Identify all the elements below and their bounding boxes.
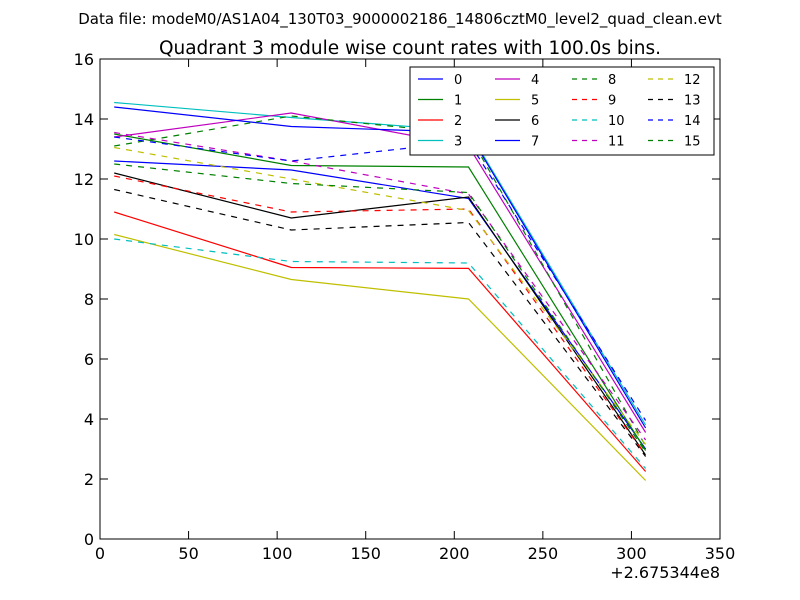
series-line-12 — [114, 146, 647, 445]
series-line-13 — [114, 188, 647, 457]
x-tick-label: 350 — [705, 544, 736, 563]
suptitle: Data file: modeM0/AS1A04_130T03_90000021… — [78, 10, 722, 29]
y-tick-label: 12 — [74, 170, 94, 189]
x-offset-label: +2.675344e8 — [610, 563, 720, 582]
legend-label-10: 10 — [608, 114, 625, 129]
series-line-15 — [114, 163, 647, 453]
legend-label-15: 15 — [684, 135, 701, 150]
chart-title: Quadrant 3 module wise count rates with … — [159, 38, 661, 59]
series-layer — [114, 101, 647, 481]
y-tick-label: 16 — [74, 50, 94, 69]
series-line-2 — [114, 211, 647, 472]
y-tick-label: 8 — [84, 290, 94, 309]
legend-label-14: 14 — [684, 114, 701, 129]
series-line-1 — [114, 133, 647, 451]
y-tick-label: 10 — [74, 230, 94, 249]
x-tick-label: 200 — [439, 544, 470, 563]
series-line-9 — [114, 175, 647, 456]
x-tick-label: 250 — [528, 544, 559, 563]
x-tick-label: 50 — [178, 544, 198, 563]
legend-label-13: 13 — [684, 94, 701, 109]
series-line-4 — [114, 112, 647, 433]
x-tick-label: 150 — [350, 544, 381, 563]
series-line-0 — [114, 160, 647, 450]
y-tick-label: 2 — [84, 470, 94, 489]
legend-label-5: 5 — [531, 94, 539, 109]
legend-label-9: 9 — [608, 94, 616, 109]
y-tick-label: 6 — [84, 350, 94, 369]
legend-label-6: 6 — [531, 114, 539, 129]
series-line-3 — [114, 101, 647, 426]
y-tick-label: 14 — [74, 110, 94, 129]
legend-frame — [409, 66, 715, 156]
series-line-14 — [114, 136, 647, 421]
legend-label-11: 11 — [608, 135, 625, 150]
x-tick-label: 0 — [95, 544, 105, 563]
x-tick-label: 300 — [616, 544, 647, 563]
series-line-10 — [114, 238, 647, 469]
series-line-8 — [114, 115, 647, 447]
legend-label-8: 8 — [608, 73, 616, 88]
y-tick-label: 0 — [84, 530, 94, 549]
y-tick-label: 4 — [84, 410, 94, 429]
series-line-6 — [114, 172, 647, 456]
series-line-11 — [114, 131, 647, 441]
x-tick-label: 100 — [262, 544, 293, 563]
legend-label-12: 12 — [684, 73, 701, 88]
legend-label-0: 0 — [454, 73, 462, 88]
legend-label-2: 2 — [454, 114, 462, 129]
legend-label-3: 3 — [454, 135, 462, 150]
series-line-5 — [114, 233, 647, 481]
legend-label-7: 7 — [531, 135, 539, 150]
legend-label-1: 1 — [454, 94, 462, 109]
legend-label-4: 4 — [531, 73, 539, 88]
